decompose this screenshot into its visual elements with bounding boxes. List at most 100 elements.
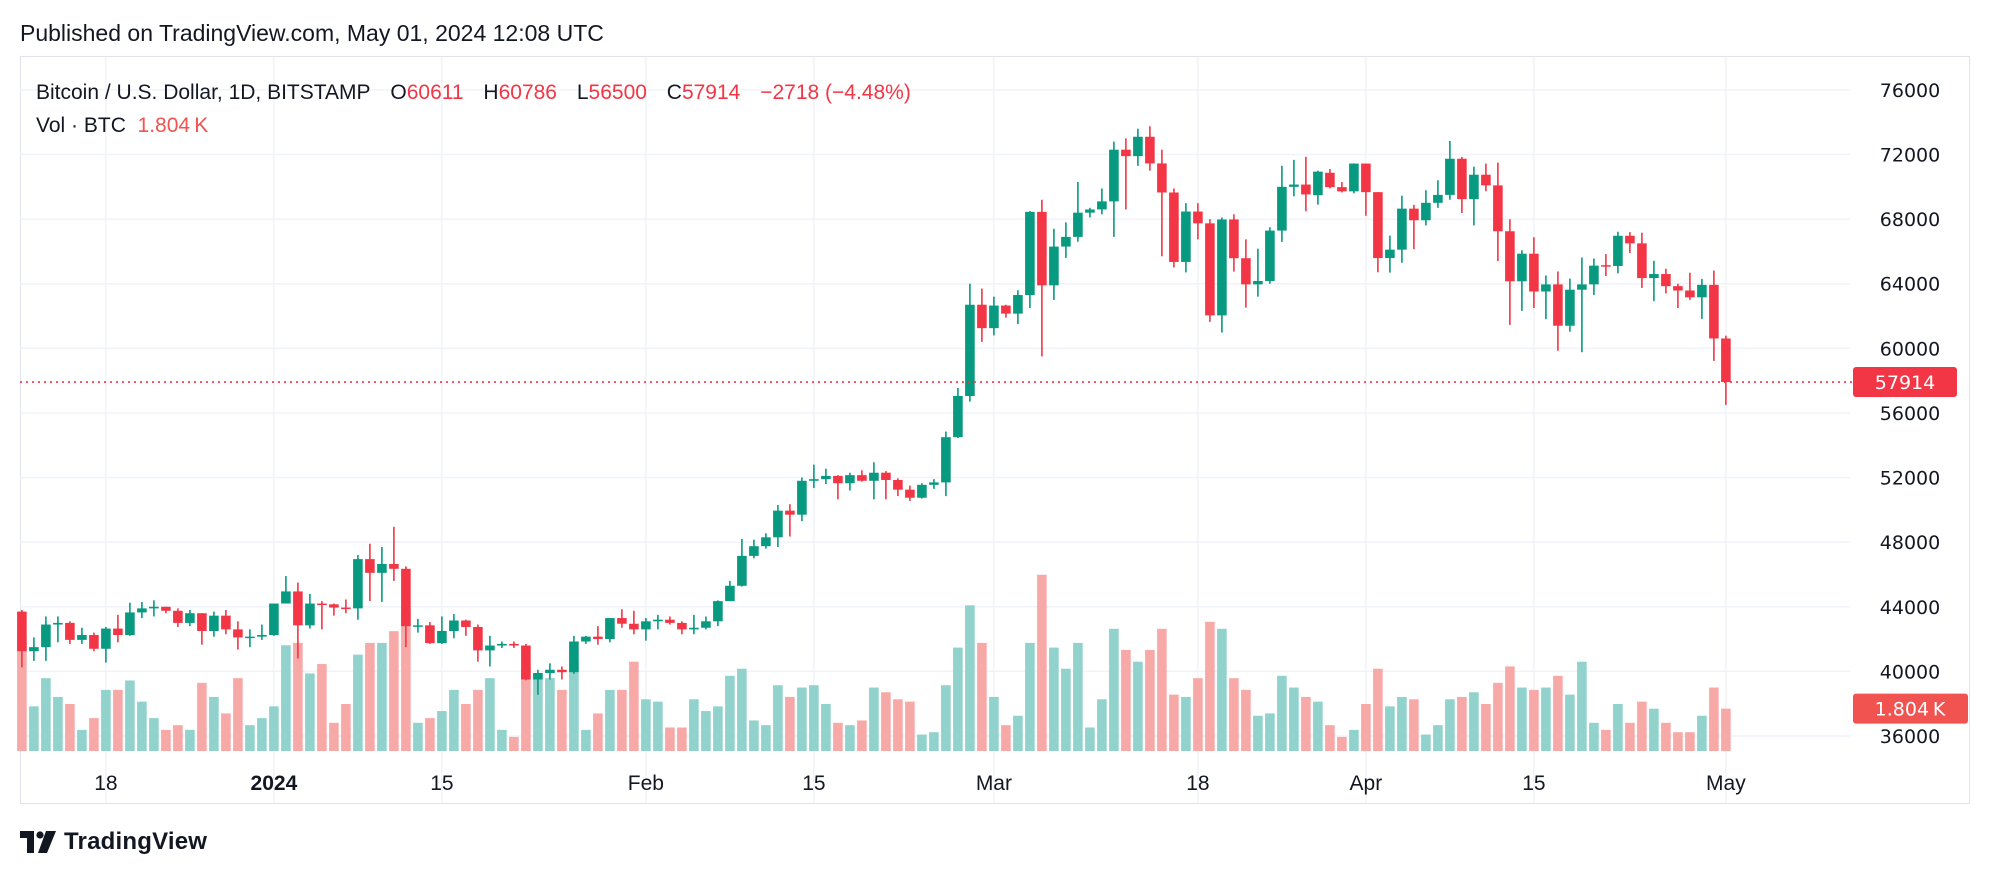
candle	[233, 621, 243, 650]
candle-body	[1433, 194, 1443, 203]
volume-bar	[293, 642, 303, 751]
candle	[1193, 203, 1203, 240]
price-tick-label: 52000	[1880, 468, 1940, 490]
candle	[353, 555, 363, 620]
candle-body	[1493, 185, 1503, 232]
last-volume-badge-bg	[1853, 693, 1968, 724]
candle	[401, 566, 411, 648]
candle-body	[1217, 219, 1227, 316]
candle	[281, 576, 291, 604]
volume-bar	[509, 736, 519, 751]
volume-bar	[1157, 628, 1167, 751]
candle	[1697, 278, 1707, 319]
candle-body	[1661, 274, 1671, 287]
volume-bar	[1193, 678, 1203, 751]
volume-bar	[1637, 701, 1647, 751]
volume-bar	[1337, 736, 1347, 751]
candle-body	[293, 591, 303, 626]
candle	[1121, 138, 1131, 210]
volume-bar	[941, 685, 951, 751]
candle-body	[1049, 246, 1059, 286]
candle-body	[1025, 211, 1035, 296]
candle	[1589, 258, 1599, 296]
date-tick-label: Feb	[628, 772, 664, 795]
chart-pane[interactable]	[20, 56, 1970, 804]
candle-body	[1697, 284, 1707, 298]
volume-bar	[929, 732, 939, 751]
candle-body	[1421, 202, 1431, 221]
symbol-title[interactable]: Bitcoin / U.S. Dollar, 1D, BITSTAMP	[36, 81, 371, 104]
volume-bar	[653, 701, 663, 751]
candle	[653, 614, 663, 630]
volume-bar	[1133, 661, 1143, 751]
candle	[845, 472, 855, 491]
candle-body	[317, 603, 327, 606]
volume-bar	[521, 668, 531, 751]
last-volume-badge-text: 1.804 K	[1875, 699, 1946, 721]
candle	[17, 609, 27, 668]
volume-bar	[749, 720, 759, 751]
volume-bar	[1289, 687, 1299, 751]
candle-body	[1313, 171, 1323, 196]
volume-bar	[1481, 704, 1491, 751]
candle	[905, 485, 915, 501]
volume-bar	[1121, 649, 1131, 751]
date-tick-label: 15	[802, 772, 825, 795]
price-tick-label: 60000	[1880, 338, 1940, 360]
candle	[1397, 195, 1407, 263]
volume-bar	[1409, 699, 1419, 751]
candle-body	[101, 628, 111, 649]
candle-body	[977, 304, 987, 329]
candle-body	[785, 510, 795, 515]
candle-body	[1013, 295, 1023, 314]
candle	[1349, 163, 1359, 194]
candle-body	[989, 305, 999, 329]
candle	[1241, 239, 1251, 308]
candle	[977, 288, 987, 342]
volume-bar	[881, 692, 891, 751]
candle-body	[425, 625, 435, 644]
high-value: 60786	[498, 81, 557, 104]
volume-bar	[365, 642, 375, 751]
candle	[1061, 222, 1071, 258]
tradingview-brand[interactable]: TradingView	[64, 828, 208, 855]
candle-body	[1109, 149, 1119, 202]
volume-bar	[1049, 647, 1059, 751]
candle-body	[965, 304, 975, 396]
candle-body	[1481, 174, 1491, 186]
candle	[893, 478, 903, 497]
volume-bar	[1565, 694, 1575, 751]
candle	[1409, 204, 1419, 250]
candle	[461, 619, 471, 636]
candle	[389, 526, 399, 581]
candle	[557, 666, 567, 680]
candle	[1721, 335, 1731, 405]
volume-label[interactable]: Vol · BTC	[36, 114, 126, 137]
candle-body	[413, 625, 423, 627]
last-price-badge: 57914	[1853, 367, 1957, 397]
footer: TradingView	[20, 828, 207, 856]
candle	[1385, 235, 1395, 273]
volume-bar	[1277, 675, 1287, 751]
candle	[1469, 166, 1479, 226]
candle-body	[773, 510, 783, 538]
candle-body	[1301, 184, 1311, 195]
price-axis[interactable]: 76000 72000 68000 64000 60000 56000 52000 48000…	[1880, 80, 1940, 748]
candle-body	[473, 626, 483, 651]
date-tick-label: Mar	[976, 772, 1012, 795]
candle-body	[929, 482, 939, 485]
candle	[1049, 228, 1059, 300]
candle-body	[341, 607, 351, 610]
volume-bar	[557, 689, 567, 751]
candle	[1037, 199, 1047, 357]
candle-body	[1505, 231, 1515, 282]
volume-bar	[785, 696, 795, 751]
candle-body	[737, 555, 747, 586]
volume-bar	[377, 642, 387, 751]
candle-body	[1241, 258, 1251, 285]
volume-bar	[89, 718, 99, 751]
candle	[245, 629, 255, 648]
date-tick-label: 18	[1186, 772, 1209, 795]
candle-body	[1145, 136, 1155, 164]
